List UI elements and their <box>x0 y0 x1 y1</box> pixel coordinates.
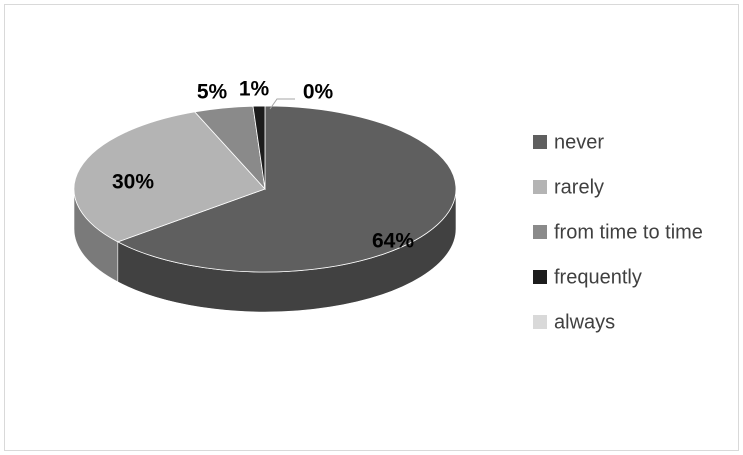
data-label-from-time-to-time: 5% <box>197 81 228 104</box>
data-labels: 64% 30% 5% 1% 0% <box>112 78 414 253</box>
data-label-never: 64% <box>372 230 414 253</box>
pie-slice-frequently <box>252 105 266 190</box>
chart-frame: 64% 30% 5% 1% 0% never rarely from time to tim… <box>4 4 739 451</box>
data-label-frequently: 1% <box>239 78 270 101</box>
legend-label-rarely: rarely <box>554 176 604 198</box>
legend-label-from-time-to-time: from time to time <box>554 221 703 243</box>
legend-swatch-rarely <box>533 180 547 194</box>
legend-swatch-frequently <box>533 270 547 284</box>
pie-chart: 64% 30% 5% 1% 0% never rarely from time to tim… <box>73 78 703 333</box>
legend-label-always: always <box>554 311 615 333</box>
legend-label-never: never <box>554 131 604 153</box>
data-label-always: 0% <box>303 81 334 104</box>
pie-slice-rarely <box>73 111 266 243</box>
pie-slice-never <box>116 105 457 273</box>
legend-swatch-from-time-to-time <box>533 225 547 239</box>
leader-line-always <box>269 98 295 110</box>
legend-swatch-never <box>533 135 547 149</box>
legend-swatch-always <box>533 315 547 329</box>
data-label-rarely: 30% <box>112 171 154 194</box>
legend-label-frequently: frequently <box>554 266 642 288</box>
legend: never rarely from time to time frequently al… <box>533 131 703 333</box>
pie-plot-area <box>73 105 457 313</box>
